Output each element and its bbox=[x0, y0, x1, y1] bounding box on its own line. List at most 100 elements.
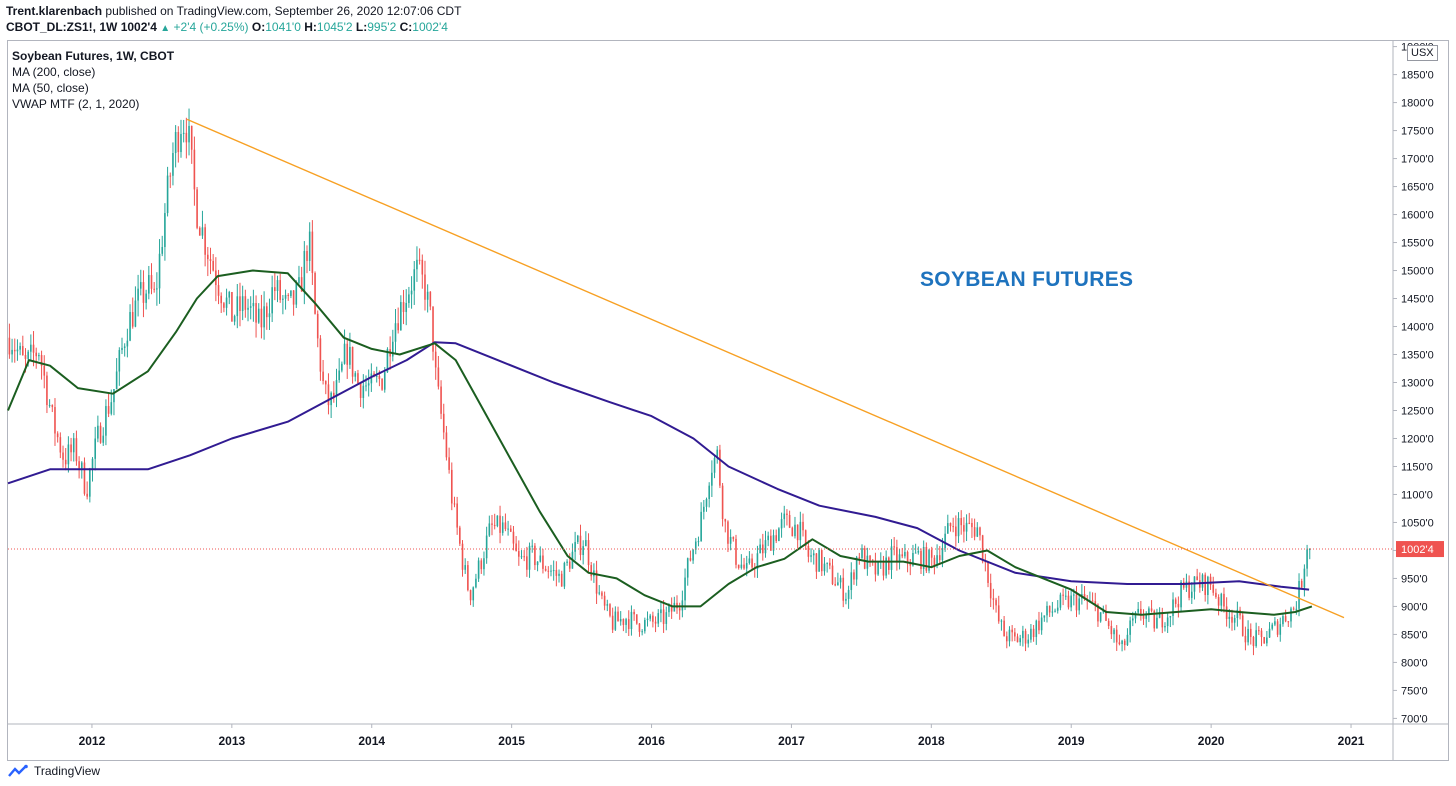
candle bbox=[727, 520, 729, 553]
candle bbox=[587, 533, 590, 574]
y-tick-label: 850'0 bbox=[1401, 629, 1428, 641]
candle-body bbox=[501, 522, 504, 533]
candle-body bbox=[295, 283, 298, 305]
candle-body bbox=[579, 535, 582, 556]
y-tick-label: 1150'0 bbox=[1401, 461, 1433, 473]
candle bbox=[794, 516, 796, 539]
candle bbox=[563, 561, 566, 590]
candle-body bbox=[920, 550, 922, 569]
candle bbox=[134, 286, 137, 328]
candle bbox=[920, 548, 922, 574]
candle-body bbox=[1145, 614, 1148, 619]
candle bbox=[102, 427, 105, 446]
candle-body bbox=[1148, 608, 1150, 615]
candle bbox=[708, 482, 710, 508]
candle-body bbox=[145, 293, 147, 303]
candle-body bbox=[1228, 616, 1231, 619]
candle-body bbox=[740, 564, 743, 568]
candle bbox=[896, 539, 898, 571]
candle-body bbox=[1070, 595, 1072, 608]
candle bbox=[1062, 588, 1064, 606]
close-label: C: bbox=[399, 20, 413, 34]
candle bbox=[606, 599, 609, 612]
candle-body bbox=[282, 298, 284, 300]
candle bbox=[316, 310, 319, 348]
candle bbox=[231, 291, 233, 322]
candle-body bbox=[351, 346, 354, 377]
candle-body bbox=[888, 557, 890, 570]
currency-badge[interactable]: USX bbox=[1407, 45, 1438, 61]
candle bbox=[408, 286, 410, 308]
candle-body bbox=[1158, 612, 1161, 618]
candle-body bbox=[802, 521, 804, 531]
candle bbox=[772, 529, 775, 556]
candle bbox=[660, 602, 662, 623]
trendline bbox=[186, 118, 1345, 619]
ma50-line bbox=[7, 269, 1313, 616]
candle-body bbox=[236, 296, 239, 317]
candle bbox=[1174, 597, 1177, 608]
candle-body bbox=[1268, 628, 1271, 638]
candle-body bbox=[1075, 594, 1078, 611]
chart-header: Trent.klarenbach published on TradingVie… bbox=[6, 3, 461, 37]
candle-body bbox=[488, 523, 491, 536]
candle-body bbox=[445, 432, 448, 458]
legend-title[interactable]: Soybean Futures, 1W, CBOT bbox=[12, 49, 175, 63]
y-tick-label: 1400'0 bbox=[1401, 322, 1434, 334]
candle-body bbox=[595, 570, 598, 594]
candle bbox=[99, 422, 102, 444]
candle-body bbox=[952, 526, 954, 528]
legend-vwap[interactable]: VWAP MTF (2, 1, 2020) bbox=[12, 97, 140, 111]
x-tick-label: 2016 bbox=[638, 734, 665, 748]
candle bbox=[1099, 612, 1102, 623]
candle-body bbox=[1274, 621, 1276, 625]
candle-body bbox=[303, 250, 306, 292]
x-tick-label: 2017 bbox=[778, 734, 805, 748]
candle-body bbox=[1134, 612, 1137, 619]
candle-body bbox=[992, 598, 995, 600]
candle-body bbox=[507, 528, 509, 530]
indicator-lines bbox=[7, 118, 1393, 619]
brand-name[interactable]: TradingView bbox=[34, 764, 101, 778]
candle-body bbox=[1019, 638, 1021, 643]
candle-body bbox=[139, 282, 142, 289]
candle bbox=[1137, 601, 1139, 616]
candle-body bbox=[1099, 612, 1102, 622]
legend-ma200[interactable]: MA (200, close) bbox=[12, 65, 96, 79]
candle bbox=[1172, 592, 1174, 626]
candle bbox=[1252, 635, 1255, 656]
open-value: 1041'0 bbox=[265, 20, 301, 34]
candle bbox=[678, 602, 681, 620]
candle bbox=[284, 289, 287, 310]
candle bbox=[150, 263, 153, 295]
candle-body bbox=[678, 608, 681, 611]
candle-body bbox=[86, 493, 88, 497]
candle bbox=[938, 546, 941, 565]
legend-ma50[interactable]: MA (50, close) bbox=[12, 81, 89, 95]
candle bbox=[842, 568, 845, 608]
candle-body bbox=[614, 611, 617, 630]
candle bbox=[418, 248, 421, 265]
candle-body bbox=[161, 247, 164, 254]
candle bbox=[719, 444, 721, 489]
candle bbox=[1225, 597, 1228, 627]
chart-frame[interactable] bbox=[7, 40, 1449, 761]
candle bbox=[448, 447, 450, 474]
candle-body bbox=[649, 615, 652, 619]
candle bbox=[48, 399, 51, 408]
candle bbox=[957, 512, 960, 544]
author-name[interactable]: Trent.klarenbach bbox=[6, 4, 103, 18]
candle-body bbox=[1306, 549, 1308, 569]
candle bbox=[904, 544, 906, 559]
candle-body bbox=[796, 524, 799, 541]
candle-body bbox=[917, 550, 920, 553]
candle bbox=[212, 254, 214, 272]
candle bbox=[1166, 613, 1169, 633]
candle bbox=[459, 525, 461, 547]
candle bbox=[627, 610, 630, 637]
y-tick-label: 1700'0 bbox=[1401, 154, 1434, 166]
candle-body bbox=[475, 578, 477, 588]
candle bbox=[247, 298, 249, 322]
candle bbox=[689, 550, 692, 562]
